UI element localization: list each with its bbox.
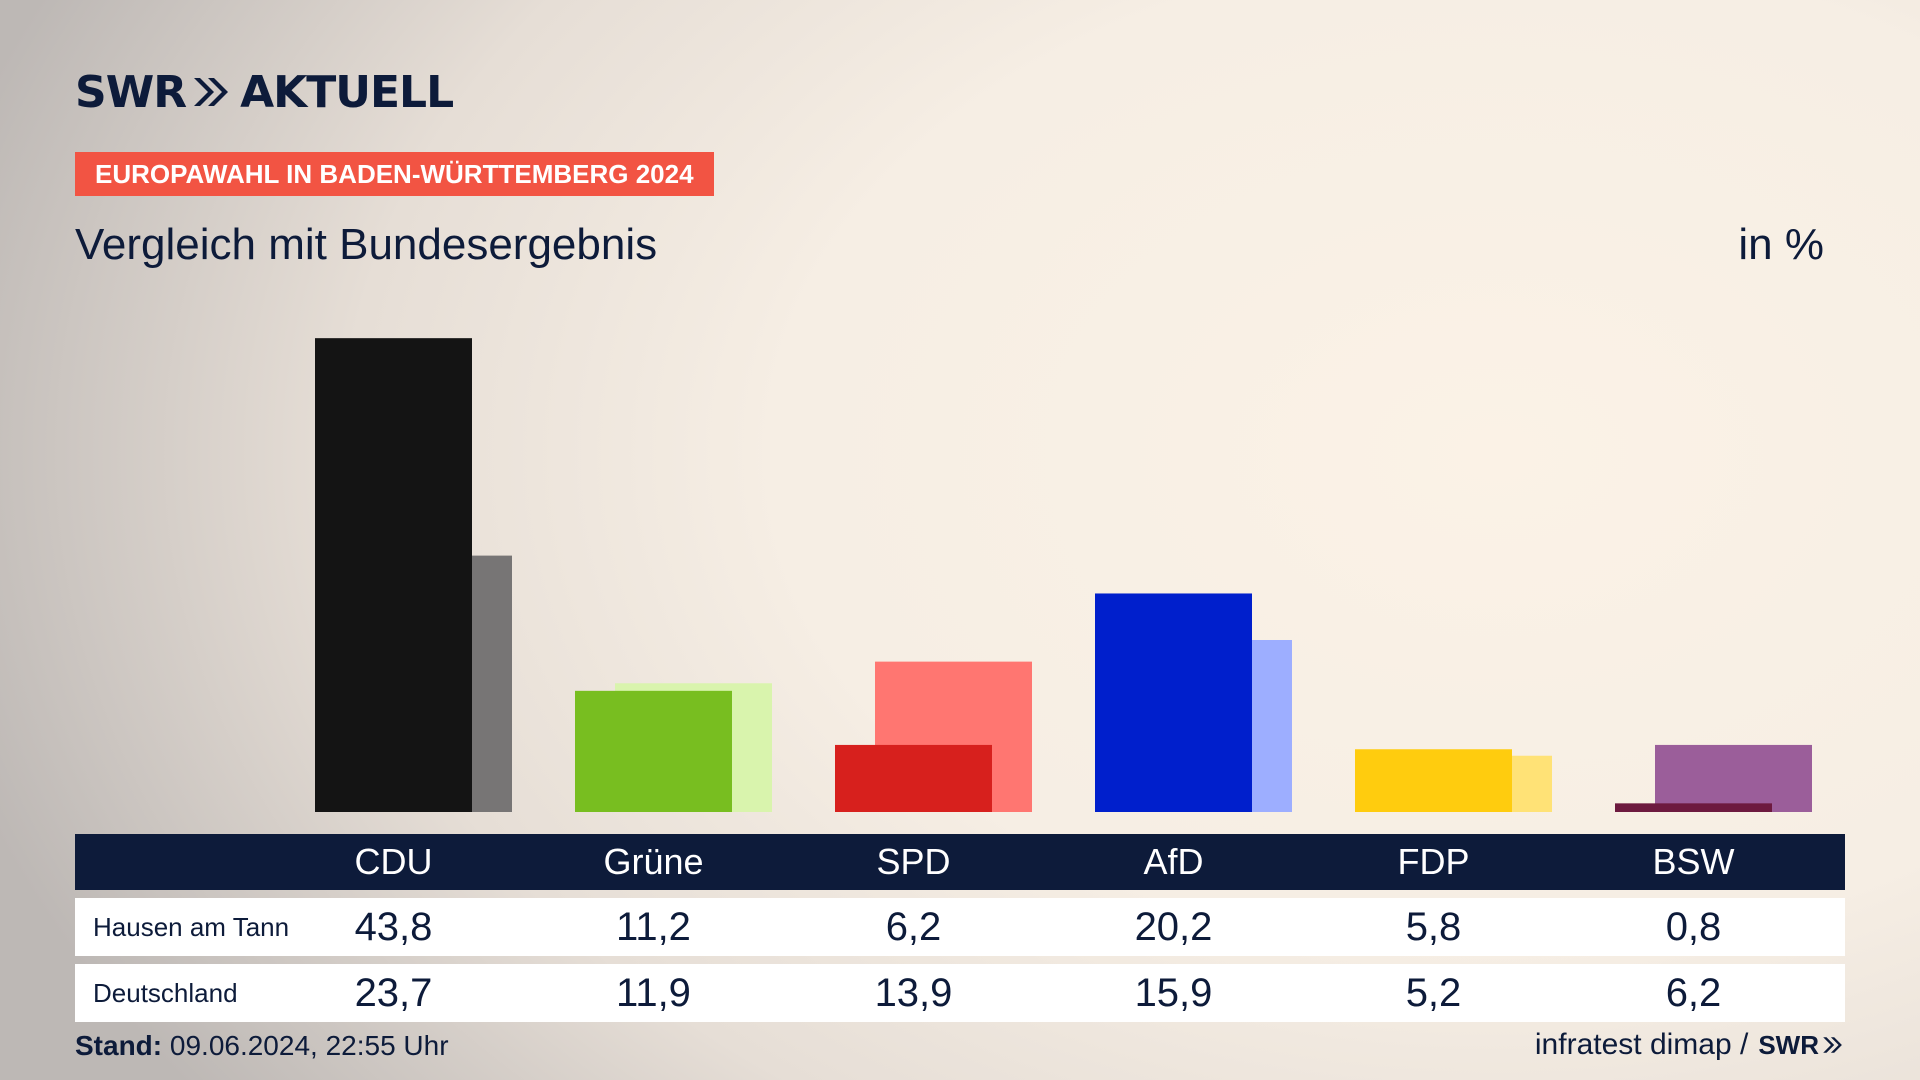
- table-header-row: CDU Grüne SPD AfD FDP BSW: [75, 834, 1845, 890]
- source-label: infratest dimap /: [1534, 1028, 1749, 1061]
- stand-label: Stand:: [75, 1030, 163, 1061]
- table-cell: 20,2: [1134, 905, 1213, 949]
- table-cell: 0,8: [1665, 905, 1722, 949]
- row-label: Deutschland: [93, 978, 238, 1008]
- source-credit: infratest dimap / SWR: [1535, 1028, 1845, 1062]
- table-cell: 6,2: [1665, 971, 1722, 1015]
- table-row-national: Deutschland 23,7 11,9 13,9 15,9 5,2 6,2: [75, 964, 1845, 1022]
- swr-aktuell-logo: SWR AKTUELL: [75, 66, 454, 118]
- column-header-grüne: Grüne: [603, 841, 704, 882]
- table-cell: 11,9: [616, 971, 691, 1015]
- timestamp: Stand: 09.06.2024, 22:55 Uhr: [75, 1030, 449, 1062]
- results-table: CDU Grüne SPD AfD FDP BSW Hausen am Tann 43,8…: [75, 834, 1845, 1022]
- source-brand: SWR: [1758, 1029, 1819, 1060]
- bar-local-fdp: [1355, 749, 1512, 812]
- bar-local-bsw: [1615, 803, 1772, 812]
- double-chevron-icon: [194, 78, 229, 106]
- double-chevron-icon: [1823, 1037, 1842, 1053]
- row-label: Hausen am Tann: [93, 912, 290, 942]
- election-badge: EUROPAWAHL IN BADEN-WÜRTTEMBERG 2024: [75, 152, 714, 196]
- bar-national-bsw: [1655, 744, 1812, 812]
- table-cell: 5,2: [1405, 971, 1462, 1015]
- column-header-bsw: BSW: [1652, 841, 1735, 882]
- brand-label: SWR: [75, 66, 187, 118]
- stand-value: 09.06.2024, 22:55 Uhr: [162, 1030, 449, 1061]
- table-cell: 15,9: [1134, 971, 1213, 1015]
- column-header-spd: SPD: [876, 841, 951, 882]
- brand-suffix: AKTUELL: [240, 66, 454, 118]
- table-cell: 11,2: [616, 905, 691, 949]
- table-cell: 23,7: [354, 971, 433, 1015]
- column-header-fdp: FDP: [1397, 841, 1470, 882]
- bar-local-grüne: [575, 690, 732, 812]
- table-cell: 43,8: [354, 905, 433, 949]
- table-cell: 5,8: [1405, 905, 1462, 949]
- bar-local-afd: [1095, 593, 1252, 812]
- column-header-cdu: CDU: [354, 841, 433, 882]
- table-row-local: Hausen am Tann 43,8 11,2 6,2 20,2 5,8 0,8: [75, 898, 1845, 956]
- chart-subtitle: Vergleich mit Bundesergebnis: [75, 220, 658, 269]
- bar-local-cdu: [315, 338, 472, 812]
- unit-label: in %: [1738, 220, 1824, 269]
- table-cell: 6,2: [885, 905, 942, 949]
- bar-local-spd: [835, 744, 992, 812]
- column-header-afd: AfD: [1143, 841, 1204, 882]
- table-cell: 13,9: [874, 971, 953, 1015]
